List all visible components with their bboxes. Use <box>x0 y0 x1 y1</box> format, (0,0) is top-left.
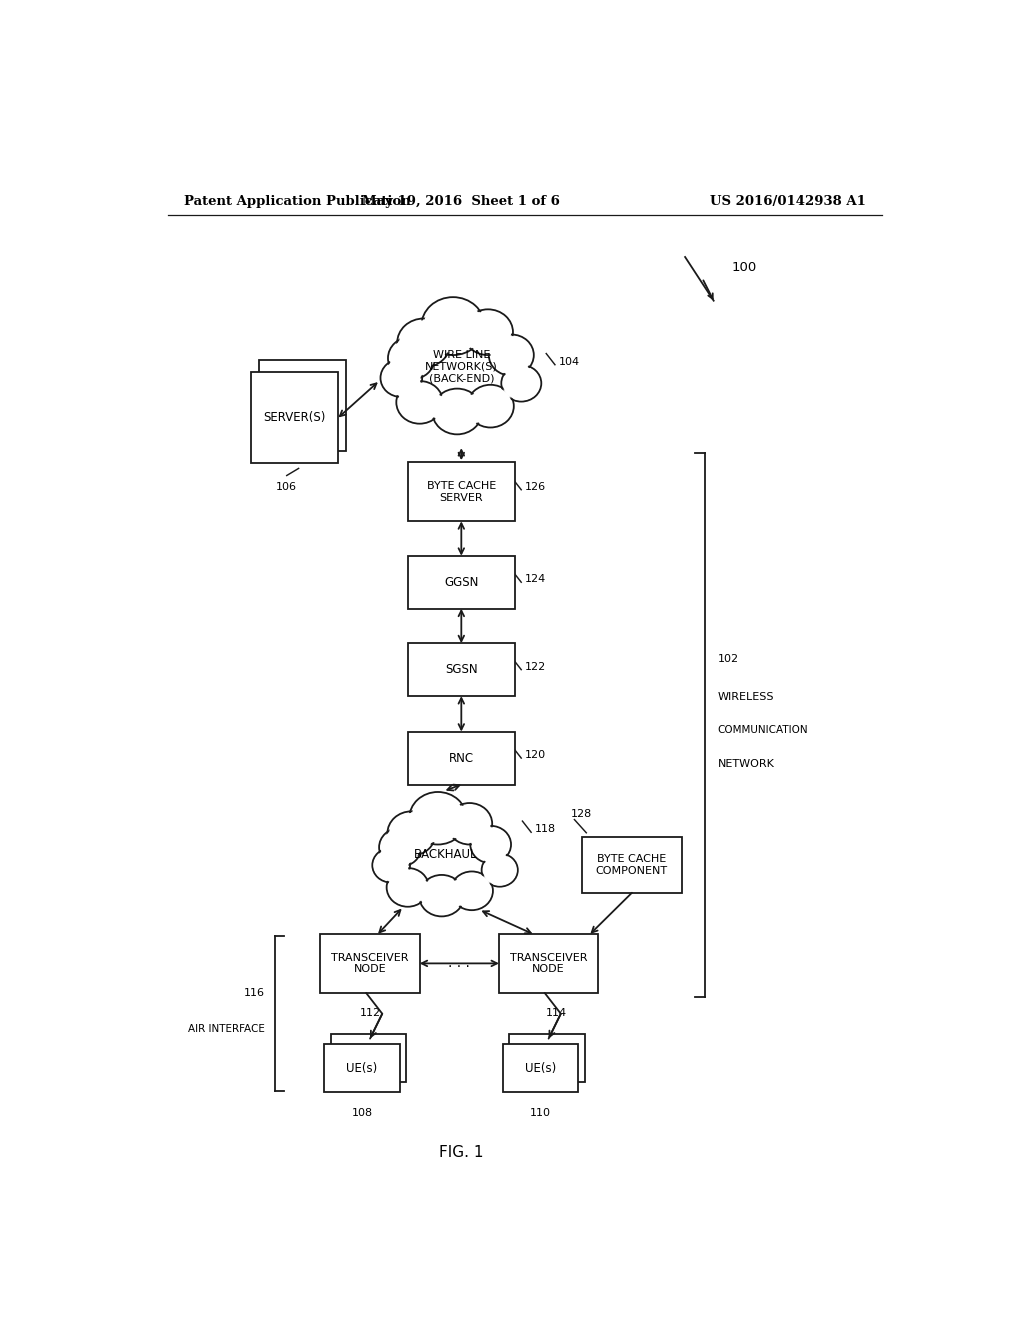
Ellipse shape <box>465 312 511 354</box>
Text: 110: 110 <box>530 1107 551 1118</box>
Bar <box>509 1034 585 1082</box>
Text: AIR INTERFACE: AIR INTERFACE <box>187 1024 264 1034</box>
Ellipse shape <box>469 387 512 426</box>
Ellipse shape <box>421 876 463 915</box>
Text: Patent Application Publication: Patent Application Publication <box>183 194 411 207</box>
Bar <box>325 1044 399 1093</box>
Text: BACKHAUL: BACKHAUL <box>414 849 477 861</box>
Text: 128: 128 <box>570 809 592 820</box>
Ellipse shape <box>388 337 434 379</box>
Ellipse shape <box>449 805 490 843</box>
Ellipse shape <box>490 337 532 374</box>
Bar <box>331 1034 407 1082</box>
Ellipse shape <box>389 813 434 854</box>
Ellipse shape <box>502 366 542 401</box>
Text: 102: 102 <box>718 653 738 664</box>
Bar <box>499 935 598 993</box>
Ellipse shape <box>373 847 410 883</box>
Ellipse shape <box>432 388 482 434</box>
Text: TRANSCEIVER
NODE: TRANSCEIVER NODE <box>510 953 588 974</box>
Ellipse shape <box>398 383 441 422</box>
Bar <box>251 372 338 463</box>
Ellipse shape <box>382 360 421 396</box>
Bar <box>408 462 515 521</box>
Ellipse shape <box>488 334 534 376</box>
Ellipse shape <box>410 792 467 845</box>
Text: 100: 100 <box>731 260 757 273</box>
Ellipse shape <box>481 854 518 887</box>
Ellipse shape <box>446 803 493 845</box>
Text: COMMUNICATION: COMMUNICATION <box>718 725 808 735</box>
Bar <box>408 556 515 609</box>
Text: BYTE CACHE
COMPONENT: BYTE CACHE COMPONENT <box>596 854 668 875</box>
Ellipse shape <box>381 829 420 865</box>
Text: 122: 122 <box>525 661 547 672</box>
Ellipse shape <box>434 391 480 433</box>
Ellipse shape <box>381 359 422 397</box>
Text: 120: 120 <box>525 750 547 760</box>
Text: 114: 114 <box>546 1008 567 1018</box>
Text: BYTE CACHE
SERVER: BYTE CACHE SERVER <box>427 480 496 503</box>
Bar <box>408 731 515 784</box>
Text: SERVER(S): SERVER(S) <box>263 411 326 424</box>
Ellipse shape <box>396 381 443 424</box>
Ellipse shape <box>467 385 514 428</box>
Text: UE(s): UE(s) <box>346 1061 378 1074</box>
Text: 104: 104 <box>559 356 580 367</box>
Ellipse shape <box>412 793 465 842</box>
Text: US 2016/0142938 A1: US 2016/0142938 A1 <box>711 194 866 207</box>
Text: 106: 106 <box>276 482 297 491</box>
Text: . . .: . . . <box>449 957 470 970</box>
Ellipse shape <box>451 871 493 911</box>
Ellipse shape <box>503 367 540 400</box>
Ellipse shape <box>421 297 484 355</box>
Ellipse shape <box>387 812 435 855</box>
Bar <box>408 643 515 696</box>
Text: GGSN: GGSN <box>444 576 478 589</box>
Ellipse shape <box>397 318 451 367</box>
Text: 126: 126 <box>525 482 547 491</box>
Bar <box>321 935 420 993</box>
Text: 108: 108 <box>351 1107 373 1118</box>
Text: SGSN: SGSN <box>445 663 477 676</box>
Bar <box>583 837 682 892</box>
Ellipse shape <box>463 309 513 355</box>
Ellipse shape <box>419 875 464 916</box>
Text: 112: 112 <box>359 1008 381 1018</box>
Ellipse shape <box>390 338 433 378</box>
Ellipse shape <box>453 873 492 908</box>
Bar <box>503 1044 579 1093</box>
Ellipse shape <box>387 869 429 907</box>
Text: WIRELESS: WIRELESS <box>718 692 774 702</box>
Bar <box>259 359 346 451</box>
Text: 118: 118 <box>536 824 556 834</box>
Text: 116: 116 <box>244 989 264 998</box>
Text: 124: 124 <box>525 574 547 585</box>
Text: WIRE LINE
NETWORK(S)
(BACK-END): WIRE LINE NETWORK(S) (BACK-END) <box>425 350 498 383</box>
Text: FIG. 1: FIG. 1 <box>439 1144 483 1160</box>
Text: NETWORK: NETWORK <box>718 759 774 768</box>
Ellipse shape <box>424 300 482 352</box>
Ellipse shape <box>399 321 449 366</box>
Ellipse shape <box>470 826 511 863</box>
Ellipse shape <box>388 870 427 906</box>
Text: May 19, 2016  Sheet 1 of 6: May 19, 2016 Sheet 1 of 6 <box>362 194 560 207</box>
Ellipse shape <box>379 828 421 867</box>
Ellipse shape <box>374 849 409 882</box>
Text: TRANSCEIVER
NODE: TRANSCEIVER NODE <box>332 953 409 974</box>
Ellipse shape <box>472 828 510 862</box>
Text: UE(s): UE(s) <box>525 1061 556 1074</box>
Text: RNC: RNC <box>449 751 474 764</box>
Ellipse shape <box>483 855 516 886</box>
